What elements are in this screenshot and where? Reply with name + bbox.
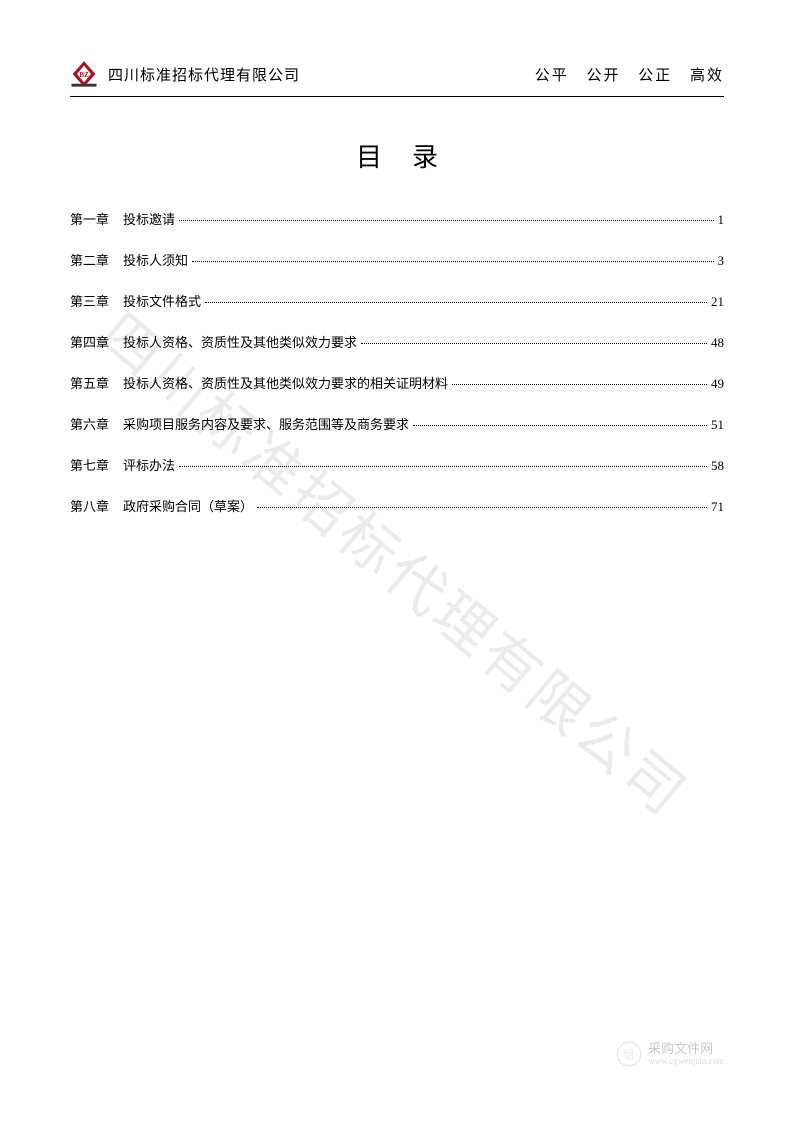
toc-item: 第七章 评标办法 58 [70,455,724,474]
toc-chapter: 第八章 [70,496,109,515]
header-motto: 公平 公开 公正 高效 [523,64,724,85]
toc-name: 投标人资格、资质性及其他类似效力要求的相关证明材料 [123,373,448,392]
toc-item: 第四章 投标人资格、资质性及其他类似效力要求 48 [70,332,724,351]
toc-dots [413,425,707,426]
toc-chapter: 第五章 [70,373,109,392]
toc-chapter: 第二章 [70,250,109,269]
source-text: 采购文件网 www.cgwenjian.com [648,1041,724,1067]
source-name: 采购文件网 [648,1041,724,1057]
toc-dots [361,343,707,344]
toc-page: 51 [711,417,724,433]
toc-chapter: 第三章 [70,291,109,310]
toc-dots [452,384,707,385]
company-logo-icon: BZ [70,60,98,88]
toc-dots [179,220,713,221]
toc-name: 投标邀请 [123,209,175,228]
toc-item: 第二章 投标人须知 3 [70,250,724,269]
toc-item: 第五章 投标人资格、资质性及其他类似效力要求的相关证明材料 49 [70,373,724,392]
toc-name: 投标文件格式 [123,291,201,310]
motto-item: 高效 [690,68,724,84]
motto-item: 公正 [638,68,672,84]
company-name: 四川标准招标代理有限公司 [108,64,300,85]
toc-page: 49 [711,376,724,392]
motto-item: 公开 [586,68,620,84]
toc-page: 48 [711,335,724,351]
toc-dots [257,507,707,508]
toc-chapter: 第一章 [70,209,109,228]
toc-page: 58 [711,458,724,474]
toc-page: 1 [718,212,725,228]
toc-page: 21 [711,294,724,310]
motto-item: 公平 [535,68,569,84]
source-logo-icon: 倍 [616,1041,642,1067]
source-url: www.cgwenjian.com [648,1056,724,1067]
toc-page: 3 [718,253,725,269]
svg-text:倍: 倍 [623,1047,635,1061]
toc-dots [179,466,707,467]
toc-chapter: 第四章 [70,332,109,351]
toc-name: 投标人须知 [123,250,188,269]
toc-chapter: 第六章 [70,414,109,433]
svg-text:BZ: BZ [79,71,89,79]
toc-dots [205,302,707,303]
toc-name: 评标办法 [123,455,175,474]
header-left: BZ 四川标准招标代理有限公司 [70,60,300,88]
toc-list: 第一章 投标邀请 1 第二章 投标人须知 3 第三章 投标文件格式 21 第四章… [70,209,724,515]
toc-dots [192,261,713,262]
toc-name: 投标人资格、资质性及其他类似效力要求 [123,332,357,351]
toc-item: 第六章 采购项目服务内容及要求、服务范围等及商务要求 51 [70,414,724,433]
toc-page: 71 [711,499,724,515]
toc-item: 第八章 政府采购合同（草案） 71 [70,496,724,515]
page-header: BZ 四川标准招标代理有限公司 公平 公开 公正 高效 [70,60,724,97]
toc-chapter: 第七章 [70,455,109,474]
toc-title: 目录 [70,137,724,174]
source-watermark: 倍 采购文件网 www.cgwenjian.com [616,1041,724,1067]
toc-item: 第三章 投标文件格式 21 [70,291,724,310]
toc-item: 第一章 投标邀请 1 [70,209,724,228]
toc-name: 采购项目服务内容及要求、服务范围等及商务要求 [123,414,409,433]
toc-name: 政府采购合同（草案） [123,496,253,515]
